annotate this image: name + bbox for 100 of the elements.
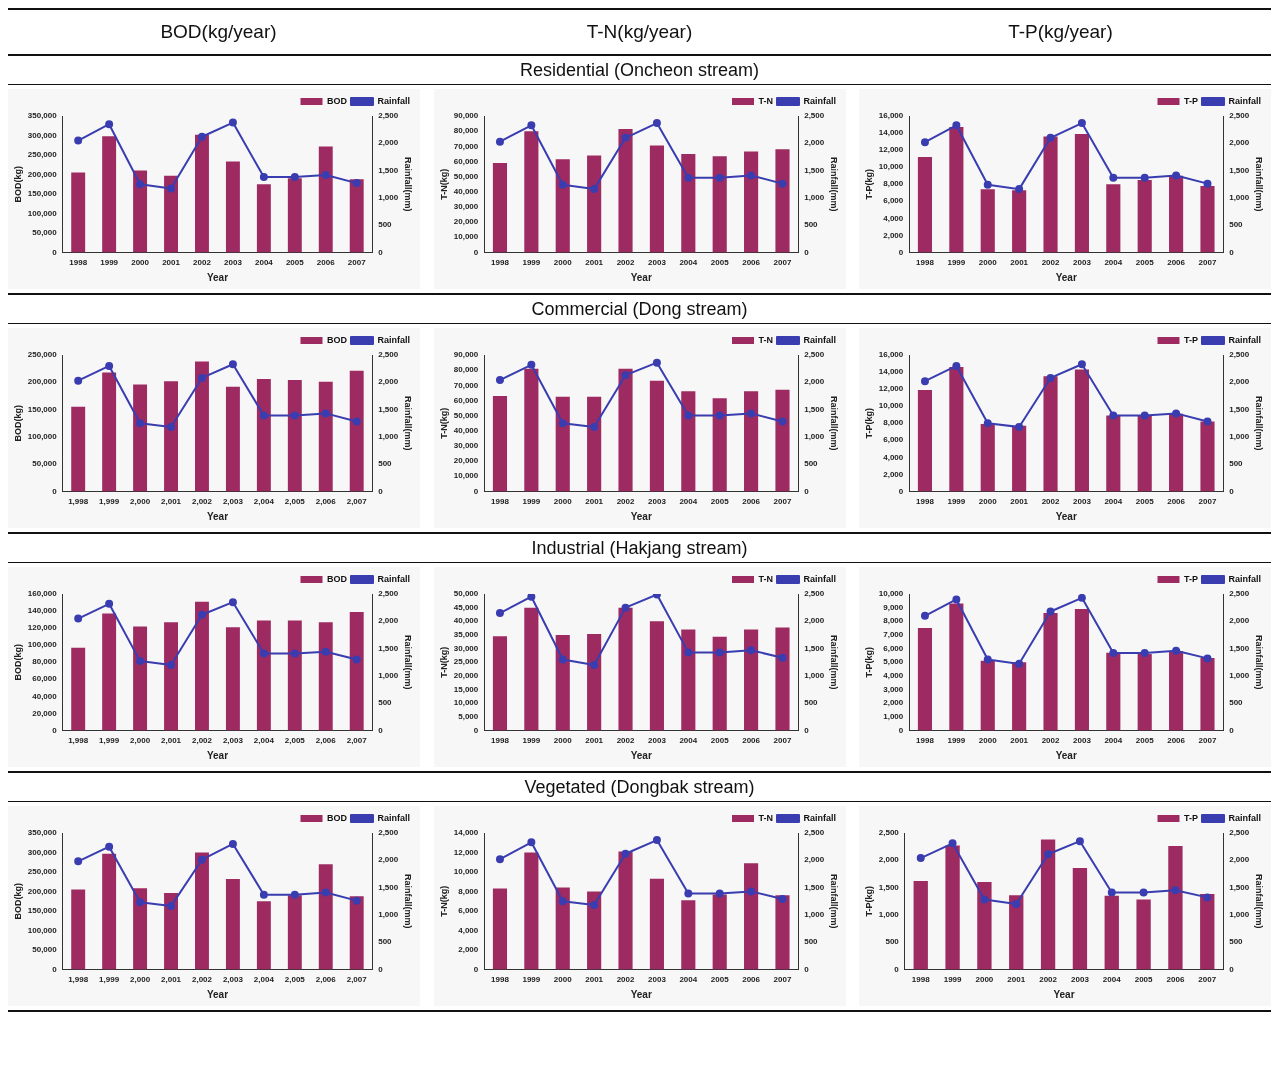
- x-tick-label: 2,001: [161, 736, 182, 746]
- bar: [774, 149, 790, 253]
- bar: [195, 134, 209, 253]
- y2-tick-label: 1,000: [803, 432, 825, 442]
- point: [321, 409, 330, 418]
- x-tick-label: 2007: [1198, 258, 1217, 268]
- bar: [1074, 369, 1089, 492]
- x-tick-label: 1998: [490, 497, 509, 507]
- y-axis-title: T-N(kg): [438, 407, 449, 439]
- y-tick-label: 350,000: [27, 111, 58, 121]
- x-tick-label: 1,998: [68, 497, 89, 507]
- bar: [1012, 662, 1027, 731]
- x-tick-label: 1999: [521, 736, 541, 746]
- point: [558, 180, 567, 189]
- point: [352, 896, 361, 905]
- bar: [617, 128, 633, 253]
- y2-tick-label: 2,000: [1229, 138, 1250, 148]
- point: [197, 610, 206, 619]
- x-axis-title: Year: [630, 271, 652, 283]
- x-tick-label: 2007: [773, 497, 792, 507]
- y-axis-title: T-P(kg): [863, 885, 874, 917]
- y-tick-label: 20,000: [32, 708, 58, 718]
- point: [777, 179, 786, 188]
- y2-tick-label: 500: [1229, 220, 1244, 230]
- y2-tick-label: 0: [1229, 964, 1235, 974]
- y-tick-label: 70,000: [453, 141, 479, 151]
- y-tick-label: 40,000: [453, 186, 479, 196]
- y2-axis-title: Rainfall(mm): [1254, 873, 1265, 929]
- point: [916, 854, 925, 863]
- point: [948, 839, 957, 848]
- x-tick-label: 2,002: [191, 975, 213, 985]
- x-tick-label: 2005: [1135, 258, 1155, 268]
- point: [746, 646, 755, 655]
- x-tick-label: 2,007: [346, 497, 368, 507]
- legend-label: BOD: [326, 334, 348, 345]
- y-tick-label: 10,000: [878, 162, 904, 172]
- point: [1107, 888, 1116, 897]
- point: [777, 653, 786, 662]
- y2-axis-title: Rainfall(mm): [403, 395, 414, 451]
- y2-tick-label: 0: [1229, 486, 1235, 496]
- legend-label: Rainfall: [377, 95, 411, 106]
- point: [980, 895, 989, 904]
- y-tick-label: 0: [473, 486, 479, 496]
- bar: [649, 145, 664, 253]
- y2-tick-label: 1,500: [803, 882, 825, 892]
- y-tick-label: 80,000: [453, 126, 479, 136]
- x-tick-label: 1998: [916, 497, 935, 507]
- y2-tick-label: 500: [1229, 459, 1244, 469]
- bar: [680, 391, 695, 492]
- legend-label: Rainfall: [377, 573, 411, 584]
- bar: [555, 396, 570, 492]
- chart-subtitle: Commercial (Dong stream): [531, 299, 748, 320]
- bar: [492, 888, 507, 970]
- y-tick-label: 1,000: [878, 910, 900, 920]
- y-tick-label: 100,000: [27, 432, 58, 442]
- y-tick-label: 5,000: [457, 711, 479, 721]
- x-tick-label: 2002: [616, 258, 635, 268]
- point: [683, 648, 692, 657]
- legend-label: T-N: [758, 95, 773, 106]
- bar: [225, 386, 240, 492]
- y2-tick-label: 1,500: [803, 643, 825, 653]
- y-tick-label: 100,000: [27, 925, 58, 935]
- bar: [225, 627, 240, 731]
- x-tick-label: 2001: [584, 975, 604, 985]
- point: [1109, 648, 1118, 657]
- x-tick-label: 2002: [1041, 736, 1060, 746]
- x-tick-label: 2004: [254, 258, 274, 268]
- bar: [1169, 413, 1184, 492]
- y2-tick-label: 1,500: [378, 643, 399, 653]
- point: [352, 417, 361, 426]
- y2-tick-label: 1,500: [1229, 643, 1250, 653]
- y2-tick-label: 500: [1229, 937, 1244, 947]
- y-tick-label: 8,000: [457, 886, 479, 896]
- point: [526, 838, 535, 847]
- x-tick-label: 2002: [1041, 497, 1060, 507]
- x-tick-label: 2,006: [315, 975, 337, 985]
- bar: [649, 878, 664, 970]
- y2-tick-label: 2,000: [1229, 377, 1250, 387]
- x-tick-label: 1999: [521, 258, 541, 268]
- bar: [1137, 415, 1152, 492]
- y-tick-label: 35,000: [453, 630, 479, 640]
- point: [1172, 171, 1181, 180]
- x-tick-label: 2005: [710, 975, 729, 985]
- bar: [225, 878, 240, 970]
- x-tick-label: 2002: [1041, 258, 1060, 268]
- point: [228, 839, 237, 848]
- x-tick-label: 2002: [1039, 975, 1058, 985]
- y-axis-title: BOD(kg): [12, 643, 23, 681]
- y2-tick-label: 500: [378, 937, 393, 947]
- point: [920, 138, 929, 147]
- x-tick-label: 2001: [1010, 497, 1029, 507]
- bar: [71, 647, 86, 731]
- point: [74, 376, 83, 385]
- point: [777, 895, 786, 904]
- y-tick-label: 150,000: [27, 404, 58, 414]
- bar: [349, 896, 364, 970]
- y-tick-label: 200,000: [27, 169, 58, 179]
- bar: [1012, 190, 1027, 253]
- point: [290, 411, 299, 420]
- x-tick-label: 2006: [1167, 258, 1186, 268]
